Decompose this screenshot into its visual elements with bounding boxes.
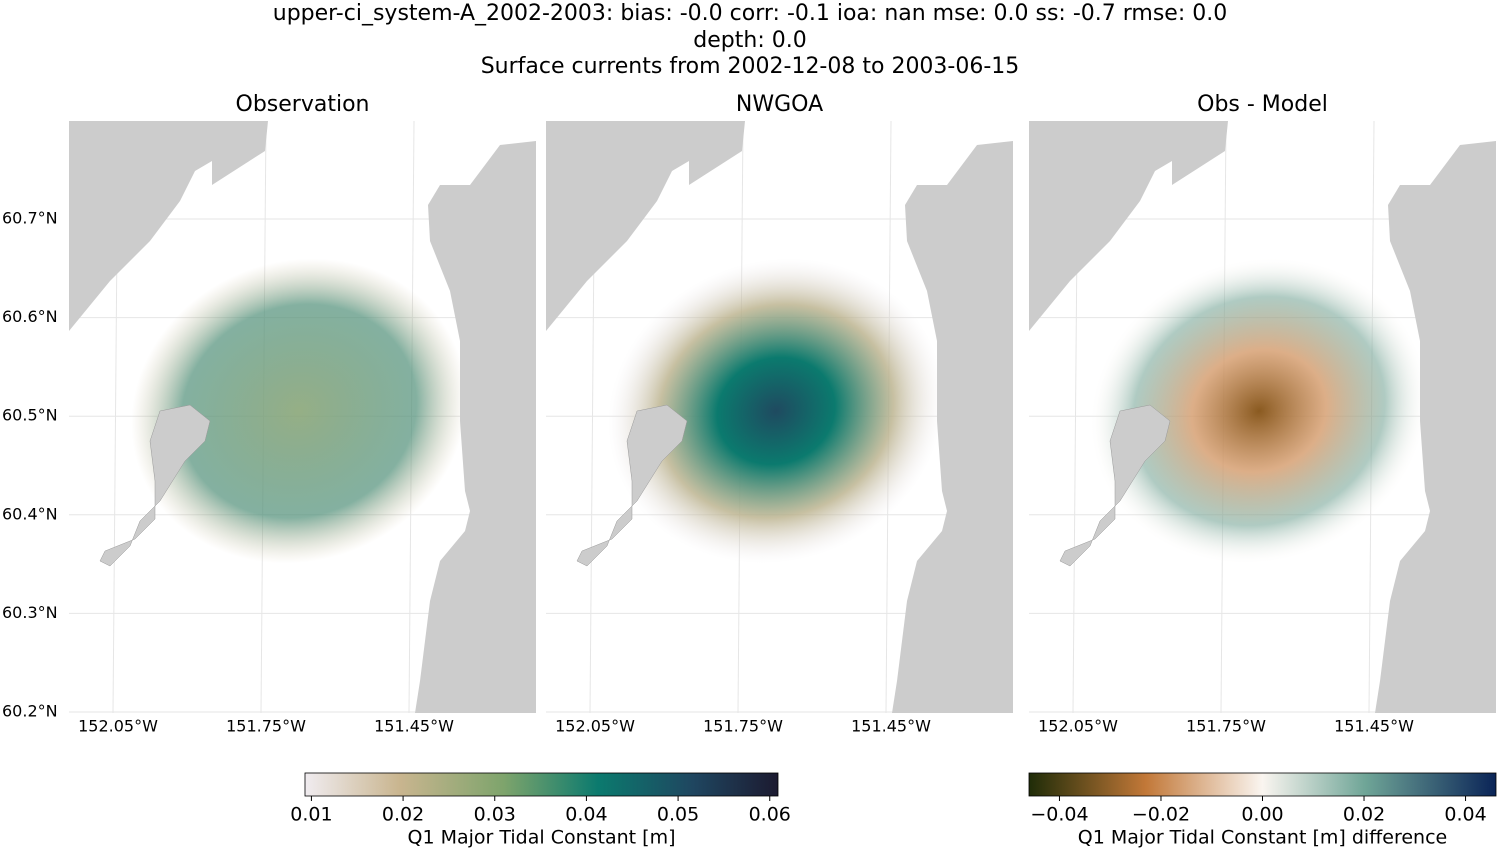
figure-subtitle: Surface currents from 2002-12-08 to 2003… (481, 54, 1020, 79)
colorbar (1028, 772, 1497, 797)
panel-title: Obs - Model (1197, 92, 1328, 117)
colorbar-label: Q1 Major Tidal Constant [m] difference (1078, 827, 1447, 849)
map-panel: Obs - Model 152.05°W 151.75°W 151.45°W (1028, 92, 1497, 736)
lon-label: 151.45°W (851, 717, 931, 736)
colorbar-tick-label: 0.00 (1241, 804, 1283, 826)
panel-title: Observation (236, 92, 370, 117)
lon-label: 152.05°W (1038, 717, 1118, 736)
current-field (131, 258, 467, 564)
lat-label: 60.5°N (2, 406, 58, 425)
map-panel: Observation 152.05°W 151.75°W 151.45°W (68, 92, 537, 736)
lon-label: 151.45°W (374, 717, 454, 736)
lon-label: 151.75°W (1186, 717, 1266, 736)
colorbar-tick-label: 0.02 (382, 804, 424, 826)
lon-label: 151.45°W (1334, 717, 1414, 736)
lon-label: 152.05°W (555, 717, 635, 736)
lat-label: 60.6°N (2, 307, 58, 326)
lon-label: 151.75°W (703, 717, 783, 736)
colorbars: 0.01 0.02 0.03 0.04 0.05 0.06 Q1 Major Tidal C… (290, 772, 1497, 849)
lat-label: 60.4°N (2, 504, 58, 523)
lat-label: 60.7°N (2, 209, 58, 228)
current-field (1091, 258, 1427, 564)
colorbar-tick-label: 0.06 (749, 804, 791, 826)
colorbar-tick-label: 0.03 (474, 804, 516, 826)
lon-label: 151.75°W (226, 717, 306, 736)
colorbar (304, 772, 779, 797)
colorbar-tick-label: −0.04 (1030, 804, 1088, 826)
colorbar-tick-label: 0.01 (290, 804, 332, 826)
colorbar-tick-label: 0.02 (1343, 804, 1385, 826)
colorbar-tick-label: −0.02 (1132, 804, 1190, 826)
figure-subtitle: depth: 0.0 (693, 28, 806, 53)
panel-title: NWGOA (736, 92, 823, 117)
colorbar-tick-label: 0.05 (657, 804, 699, 826)
lat-label: 60.3°N (2, 603, 58, 622)
current-field (608, 258, 944, 564)
colorbar-label: Q1 Major Tidal Constant [m] (408, 827, 676, 849)
figure-title: upper-ci_system-A_2002-2003: bias: -0.0 … (273, 1, 1227, 26)
lon-label: 152.05°W (78, 717, 158, 736)
colorbar-tick-label: 0.04 (1444, 804, 1486, 826)
colorbar-tick-label: 0.04 (565, 804, 607, 826)
map-panel: NWGOA 152.05°W 151.75°W 151.45°W (545, 92, 1014, 736)
lat-label: 60.2°N (2, 702, 58, 721)
